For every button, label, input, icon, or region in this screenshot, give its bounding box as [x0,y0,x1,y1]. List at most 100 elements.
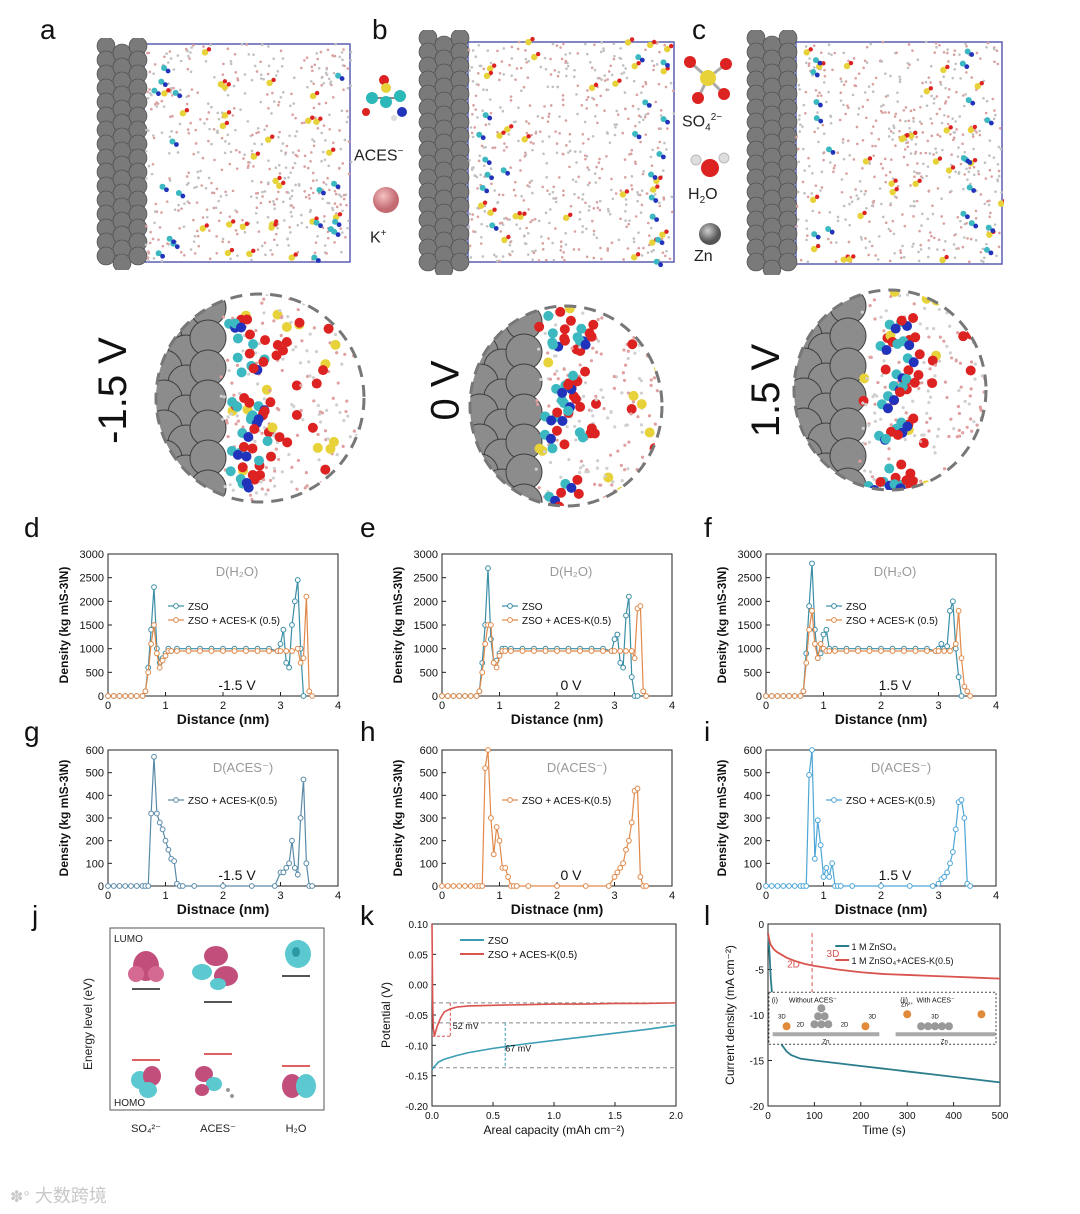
solvent-atom [589,359,594,363]
water-atom [988,199,991,203]
water-atom [807,156,810,160]
water-atom [292,102,296,105]
water-atom [816,94,820,98]
water-atom [863,59,867,63]
lumo-orbital-water [285,940,311,968]
water-atom [835,241,838,244]
sulfate-label: SO42− [682,112,722,134]
water-atom [857,72,861,75]
y-tick-label: 600 [744,745,762,757]
oxygen-atom [226,110,232,115]
nitrogen-atom [653,198,659,203]
water-atom [917,250,920,254]
solvent-atom [342,319,346,323]
water-atom [628,219,631,222]
water-atom [662,198,666,201]
data-point [116,693,123,699]
panel-letter-c: c [692,14,706,45]
water-atom [827,52,831,55]
water-atom [573,192,576,196]
oxygen-atom [231,219,236,224]
water-atom [227,240,231,244]
water-atom [949,132,952,136]
water-atom [155,105,159,108]
water-atom [311,171,315,175]
solvent-atom [661,473,662,484]
data-point [949,849,956,855]
voltage-label: 1.5 V [879,867,912,883]
water-atom [892,124,895,127]
water-atom [812,44,816,47]
water-atom [969,237,973,241]
solvent-atom [616,486,627,497]
water-atom [670,210,674,214]
solvent-atom [974,470,985,481]
water-atom [796,190,800,194]
x-tick-label: 0 [439,890,445,902]
data-point [878,648,884,654]
nitrogen-atom [156,91,161,97]
solvent-atom [268,389,272,393]
water-atom [572,75,576,78]
oxygen-atom [259,406,270,417]
water-atom [529,141,533,144]
water-atom [646,251,650,255]
solvent-atom [603,495,607,500]
water-atom [281,142,285,145]
solvent-atom [965,425,969,429]
water-atom [292,206,295,209]
y-tick-label: -0.10 [405,1041,428,1052]
water-atom [281,57,285,60]
solvent-atom [534,321,545,332]
water-atom [261,195,264,198]
water-atom [958,53,961,56]
water-atom [930,122,934,125]
water-atom [581,132,585,136]
zn-deposit [917,1022,926,1031]
solvent-atom [621,371,625,375]
y-tick-label: 500 [420,667,438,679]
data-point [763,883,769,889]
solvent-atom [236,419,240,423]
data-point [600,648,606,654]
zn-atom-icon [699,223,721,245]
water-atom [232,106,236,110]
water-atom [948,175,951,179]
carbon-atom [311,254,318,261]
solvent-atom [260,431,264,435]
zn-sphere [794,290,823,325]
water-atom [557,176,561,179]
sulfur-atom [326,149,333,156]
water-atom [630,175,634,178]
nitrogen-atom [658,262,664,268]
water-atom [848,154,851,157]
chart-title: D(ACES⁻) [547,760,607,775]
water-atom [186,128,190,131]
water-atom [539,65,543,69]
water-atom [310,65,314,69]
water-atom [862,66,865,70]
water-atom [256,221,259,224]
water-atom [592,97,596,101]
water-atom [568,51,572,55]
solvent-atom [867,440,872,444]
water-atom [222,62,225,66]
solvent-atom [578,470,582,475]
water-atom [551,190,555,194]
oxygen-atom [271,77,276,83]
nitrogen-atom [988,250,994,256]
water-atom [347,86,350,90]
water-atom [844,80,848,83]
data-point [763,693,769,699]
sulfur-atom [840,256,847,263]
water-atom [634,124,637,128]
y-tick-label: 100 [86,858,104,870]
solvent-atom [359,311,363,315]
solvent-atom [872,477,876,482]
water-atom [627,117,630,121]
y-tick-label: 1000 [738,644,762,656]
water-atom [176,151,180,154]
water-atom [562,189,565,193]
solvent-atom [884,309,888,313]
water-atom [328,82,332,86]
